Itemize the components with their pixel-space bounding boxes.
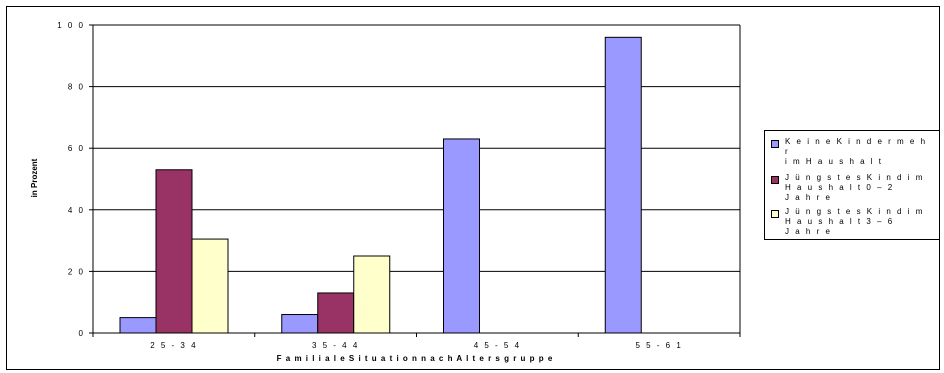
y-tick-label: 6 0	[68, 144, 85, 153]
y-tick-labels: 0 2 0 4 0 6 0 8 0 1 0 0	[57, 21, 85, 338]
bar	[443, 138, 480, 334]
bar	[119, 317, 157, 334]
y-tick-label: 0	[79, 329, 85, 338]
bar	[155, 169, 193, 334]
x-tick-label: 2 5 - 3 4	[150, 341, 197, 350]
bars	[119, 36, 642, 334]
bar	[353, 255, 391, 334]
axes	[89, 24, 741, 337]
bar	[317, 292, 355, 334]
y-tick-label: 2 0	[68, 267, 85, 276]
legend-swatch-juengstes-kind-3-6	[771, 210, 779, 218]
x-axis-title: F a m i l i a l e S i t u a t i o n n a …	[277, 354, 554, 363]
x-tick-label: 5 5 - 6 1	[635, 341, 682, 350]
x-tick-label: 4 5 - 5 4	[474, 341, 521, 350]
x-tick-label: 3 5 - 4 4	[312, 341, 359, 350]
bar	[604, 36, 642, 334]
legend-label-juengstes-kind-0-2: J ü n g s t e s K i n d i m H a u s h a …	[785, 173, 925, 202]
legend-label-juengstes-kind-3-6: J ü n g s t e s K i n d i m H a u s h a …	[785, 207, 925, 236]
bar	[191, 238, 229, 334]
legend-item-juengstes-kind-0-2: J ü n g s t e s K i n d i m H a u s h a …	[771, 173, 937, 205]
bar	[281, 314, 319, 334]
y-tick-label: 8 0	[68, 83, 85, 92]
legend-item-keine-kinder: K e i n e K i n d e r m e h r i m H a u …	[771, 137, 937, 167]
legend: K e i n e K i n d e r m e h r i m H a u …	[764, 130, 940, 240]
legend-item-juengstes-kind-3-6: J ü n g s t e s K i n d i m H a u s h a …	[771, 207, 937, 239]
legend-label-keine-kinder: K e i n e K i n d e r m e h r i m H a u …	[785, 137, 928, 166]
y-tick-label: 1 0 0	[57, 21, 85, 30]
y-tick-label: 4 0	[68, 206, 85, 215]
y-axis-title: in Prozent	[30, 158, 39, 197]
x-tick-labels: 2 5 - 3 4 3 5 - 4 4 4 5 - 5 4 5 5 - 6 1	[150, 341, 682, 350]
legend-swatch-keine-kinder	[771, 140, 779, 148]
legend-swatch-juengstes-kind-0-2	[771, 176, 779, 184]
